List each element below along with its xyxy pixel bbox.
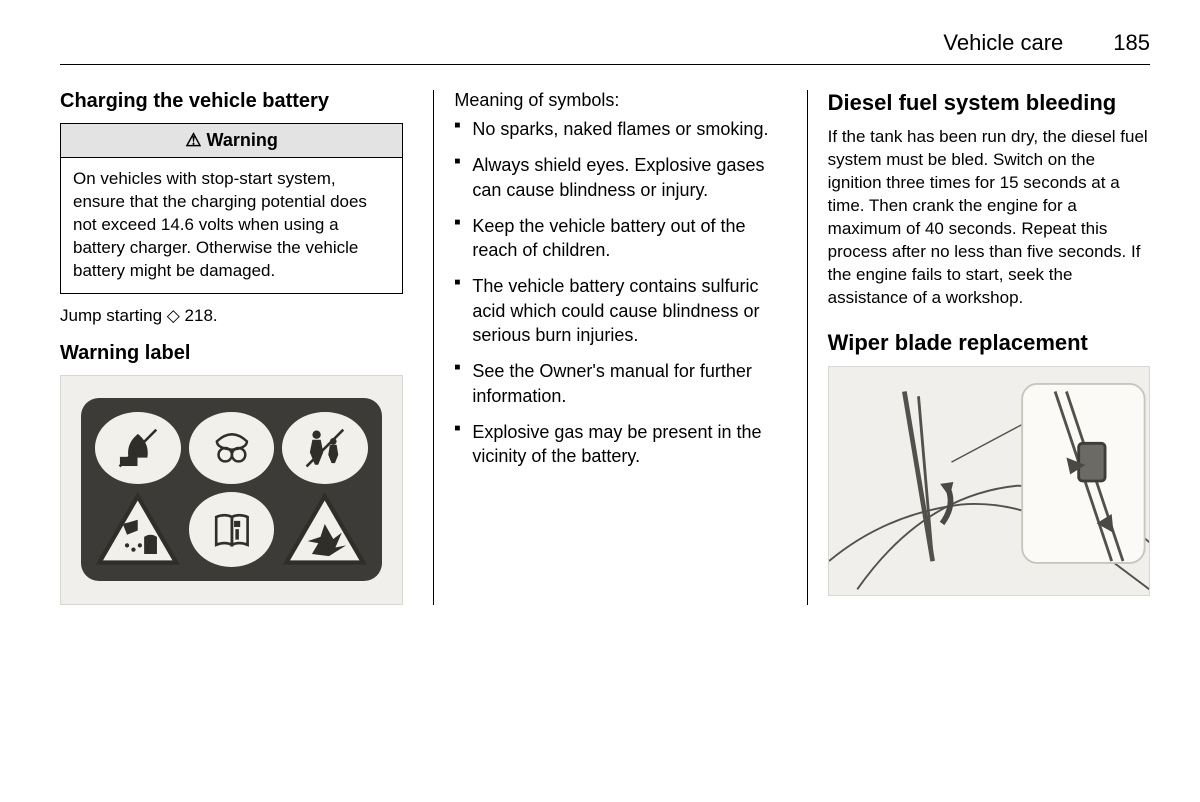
manual-icon [189, 492, 274, 567]
column-3: Diesel fuel system bleeding If the tank … [807, 90, 1150, 605]
header-title: Vehicle care [943, 30, 1063, 56]
list-item: See the Owner's manual for further infor… [454, 359, 776, 408]
list-item: Keep the vehicle battery out of the reac… [454, 214, 776, 263]
page-header: Vehicle care 185 [60, 30, 1150, 65]
warning-heading: ⚠ Warning [61, 124, 402, 158]
symbol-list: No sparks, naked flames or smoking. Alwa… [454, 117, 776, 481]
diesel-body: If the tank has been run dry, the diesel… [828, 126, 1150, 310]
list-item: The vehicle battery contains sulfuric ac… [454, 274, 776, 347]
list-item: Always shield eyes. Explosive gases can … [454, 153, 776, 202]
content-columns: Charging the vehicle battery ⚠ Warning O… [60, 90, 1150, 605]
heading-warning-label: Warning label [60, 342, 403, 365]
no-flame-icon [95, 412, 180, 484]
warning-body: On vehicles with stop-start system, ensu… [61, 158, 402, 293]
acid-triangle-icon [95, 492, 180, 567]
meaning-title: Meaning of symbols: [454, 90, 776, 111]
column-2: Meaning of symbols: No sparks, naked fla… [433, 90, 776, 605]
heading-diesel: Diesel fuel system bleeding [828, 90, 1150, 116]
warning-box: ⚠ Warning On vehicles with stop-start sy… [60, 123, 403, 294]
list-item: Explosive gas may be present in the vici… [454, 420, 776, 469]
jump-starting-ref: Jump starting ◇ 218. [60, 306, 403, 326]
warning-label-figure [60, 375, 403, 605]
heading-charging: Charging the vehicle battery [60, 90, 403, 113]
page-number: 185 [1113, 30, 1150, 56]
list-item: No sparks, naked flames or smoking. [454, 117, 776, 141]
heading-wiper: Wiper blade replacement [828, 330, 1150, 356]
keep-away-children-icon [282, 412, 367, 484]
wiper-figure [828, 366, 1150, 596]
shield-eyes-icon [189, 412, 274, 484]
explosion-triangle-icon [282, 492, 367, 567]
warning-label-panel [81, 398, 381, 580]
column-1: Charging the vehicle battery ⚠ Warning O… [60, 90, 403, 605]
